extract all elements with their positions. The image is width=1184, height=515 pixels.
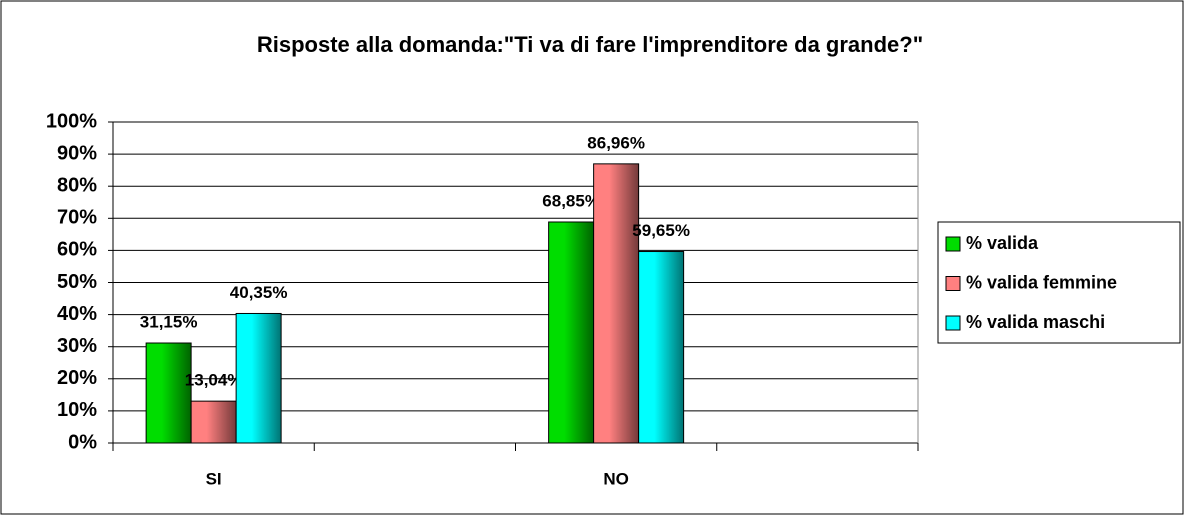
bar bbox=[548, 221, 595, 444]
y-tick-label: 90% bbox=[57, 142, 97, 164]
y-tick-label: 10% bbox=[57, 399, 97, 421]
y-tick-label: 20% bbox=[57, 367, 97, 389]
data-label: 59,65% bbox=[632, 221, 690, 240]
data-label: 40,35% bbox=[230, 283, 288, 302]
y-tick-label: 30% bbox=[57, 335, 97, 357]
bar bbox=[145, 342, 192, 444]
data-label: 68,85% bbox=[542, 191, 600, 210]
y-tick-label: 80% bbox=[57, 174, 97, 196]
legend-swatch bbox=[945, 276, 961, 291]
y-tick-label: 40% bbox=[57, 303, 97, 325]
bar bbox=[190, 400, 237, 444]
legend-label: % valida bbox=[966, 233, 1039, 253]
legend-swatch bbox=[945, 315, 961, 331]
y-tick-label: 70% bbox=[57, 207, 97, 229]
data-label: 13,04% bbox=[185, 371, 243, 390]
x-tick-label: SI bbox=[206, 469, 222, 488]
legend-label: % valida femmine bbox=[966, 272, 1117, 292]
bar bbox=[593, 163, 640, 444]
y-tick-label: 50% bbox=[57, 271, 97, 293]
y-tick-label: 0% bbox=[68, 431, 97, 453]
legend-label: % valida maschi bbox=[966, 312, 1105, 332]
y-tick-label: 100% bbox=[46, 110, 97, 132]
y-tick-label: 60% bbox=[57, 239, 97, 261]
legend-swatch bbox=[945, 236, 961, 252]
data-label: 31,15% bbox=[140, 312, 198, 331]
bar bbox=[235, 312, 282, 444]
legend-box bbox=[937, 221, 1181, 344]
bar bbox=[638, 251, 685, 444]
x-tick-label: NO bbox=[603, 469, 629, 488]
chart-title: Risposte alla domanda:"Ti va di fare l'i… bbox=[257, 32, 923, 57]
data-label: 86,96% bbox=[587, 133, 645, 152]
